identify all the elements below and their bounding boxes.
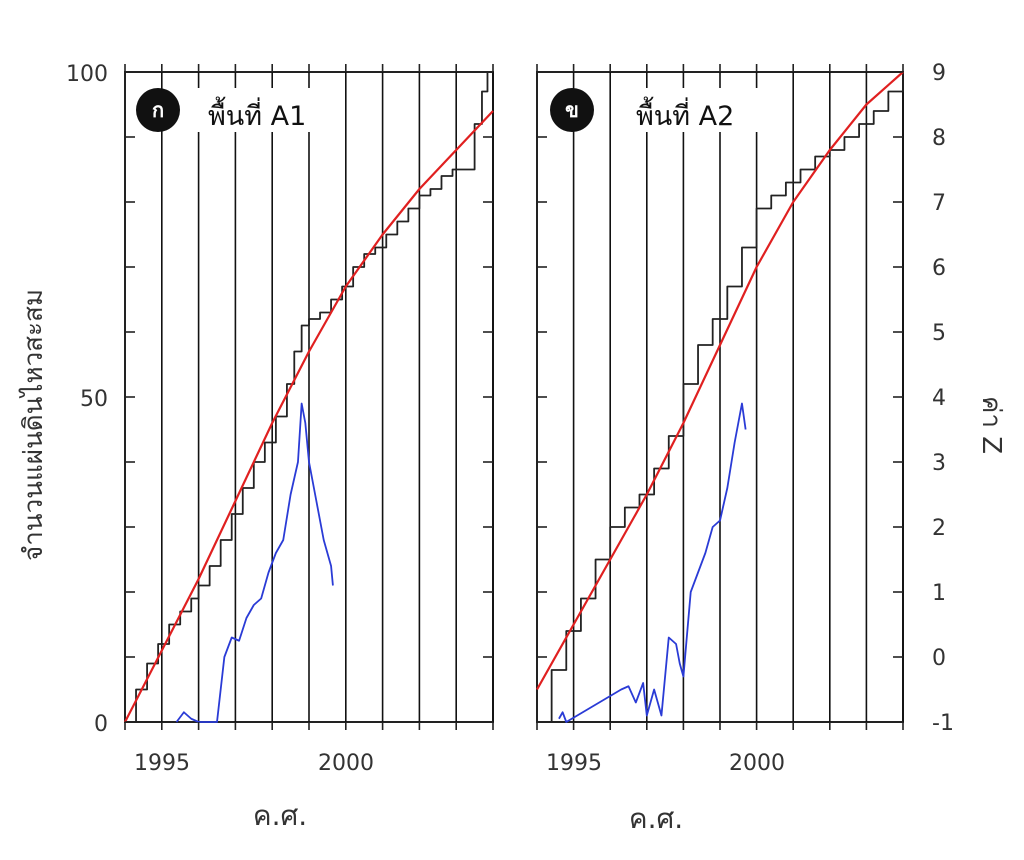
panel-a2-title: พื้นที่ A2 — [636, 96, 734, 132]
fitted-trend-line — [124, 110, 494, 723]
panel-a2-badge-letter: ข — [565, 98, 579, 122]
cumulative-count-line — [537, 72, 904, 723]
panel-a1-xtick-1995: 1995 — [134, 751, 190, 776]
panel-a2-badge — [550, 88, 594, 132]
panel-a2-xtick-2000: 2000 — [729, 751, 785, 776]
panel-a1-series — [124, 72, 494, 723]
panel-a2-title-bg — [626, 88, 766, 132]
y-axis-label-right: ค่า Z — [976, 396, 1006, 454]
z-axis-tick-label: 0 — [932, 646, 946, 671]
z-axis-tick-label: 7 — [932, 191, 946, 216]
panel-a1-badge — [136, 88, 180, 132]
panel-a2-gridlines — [572, 72, 904, 722]
z-axis-tick-label: 4 — [932, 386, 946, 411]
z-value-line — [175, 402, 334, 723]
panel-a1-ticks — [124, 64, 494, 730]
panel-a1-xlabel: ค.ศ. — [253, 799, 307, 832]
fitted-trend-line — [536, 71, 904, 691]
panel-a1-ytick-100: 100 — [66, 62, 108, 87]
panel-a2-xlabel: ค.ศ. — [629, 802, 683, 835]
z-axis-tick-label: 6 — [932, 256, 946, 281]
panel-a1-badge-letter: ก — [152, 98, 164, 122]
z-axis-tick-labels: -1 0 1 2 3 4 5 6 7 8 9 — [932, 61, 954, 736]
z-axis-tick-label: 3 — [932, 451, 946, 476]
z-axis-tick-label: -1 — [932, 711, 954, 736]
panel-a1-title-bg — [196, 88, 336, 132]
z-value-line — [558, 402, 747, 723]
z-axis-tick-label: 5 — [932, 321, 946, 346]
y-axis-label-left: จำนวนแผ่นดินไหวสะสม — [18, 289, 49, 561]
panel-a1: ก พื้นที่ A1 1995 2000 0 50 100 ค.ศ. จำน… — [18, 62, 494, 832]
cumulative-count-line — [125, 72, 489, 723]
panel-a1-ytick-0: 0 — [94, 712, 108, 737]
panel-a2-series — [536, 71, 904, 723]
panel-a1-ytick-50: 50 — [80, 387, 108, 412]
z-axis-tick-label: 8 — [932, 126, 946, 151]
panel-a1-xtick-2000: 2000 — [318, 751, 374, 776]
panel-a1-title: พื้นที่ A1 — [208, 96, 306, 132]
panel-a2-xtick-1995: 1995 — [546, 751, 602, 776]
panel-a2: ข พื้นที่ A2 1995 2000 -1 0 1 2 3 4 5 6 7 8 9 ค.ศ.… — [536, 61, 1006, 835]
z-axis-tick-label: 9 — [932, 61, 946, 86]
z-axis-tick-label: 2 — [932, 516, 946, 541]
panel-a2-ticks — [536, 64, 904, 730]
panel-a1-gridlines — [161, 72, 494, 722]
z-axis-tick-label: 1 — [932, 581, 946, 606]
